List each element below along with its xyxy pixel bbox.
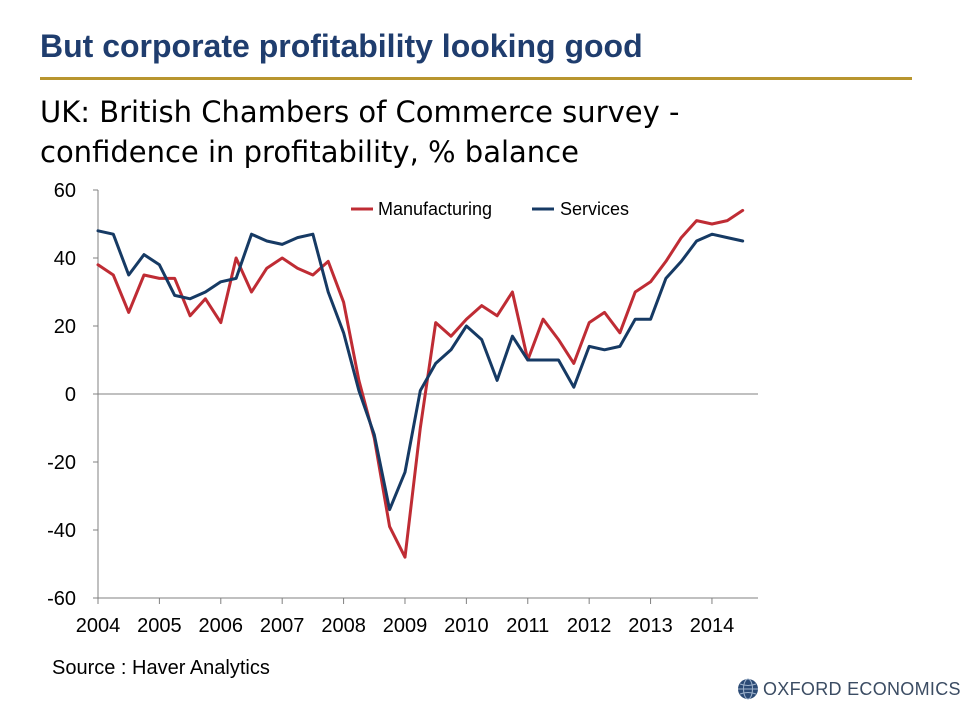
title-divider [40, 77, 912, 80]
chart-title-line-2: confidence in profitability, % balance [40, 135, 579, 169]
chart-title-line-1: UK: British Chambers of Commerce survey … [40, 95, 680, 129]
x-tick-label: 2004 [76, 615, 121, 637]
source-note: Source : Haver Analytics [52, 657, 270, 679]
x-tick-label: 2012 [567, 615, 612, 637]
legend-label-services: Services [560, 199, 629, 219]
x-tick-label: 2006 [199, 615, 244, 637]
logo-text: OXFORD ECONOMICS [763, 678, 960, 699]
x-tick-label: 2005 [137, 615, 182, 637]
slide-title: But corporate profitability looking good [40, 28, 643, 64]
x-tick-label: 2014 [690, 615, 735, 637]
series-line-manufacturing [96, 208, 745, 559]
x-tick-label: 2008 [321, 615, 366, 637]
legend-label-manufacturing: Manufacturing [378, 199, 492, 219]
x-tick-label: 2009 [383, 615, 428, 637]
x-tick-label: 2011 [506, 615, 549, 637]
y-tick-label: 40 [54, 248, 76, 270]
globe-icon [738, 678, 758, 700]
brand-logo: OXFORD ECONOMICS [737, 676, 960, 702]
x-tick-label: 2007 [260, 615, 305, 637]
chart-title: UK: British Chambers of Commerce survey … [40, 92, 679, 172]
x-tick-label: 2010 [444, 615, 489, 637]
y-tick-label: -60 [47, 588, 76, 610]
x-tick-label: 2013 [628, 615, 673, 637]
y-tick-label: -20 [47, 452, 76, 474]
y-tick-label: 0 [65, 384, 76, 406]
y-tick-label: 20 [54, 316, 76, 338]
series-line-services [96, 229, 745, 512]
y-tick-label: -40 [47, 520, 76, 542]
y-tick-label: 60 [54, 180, 76, 202]
